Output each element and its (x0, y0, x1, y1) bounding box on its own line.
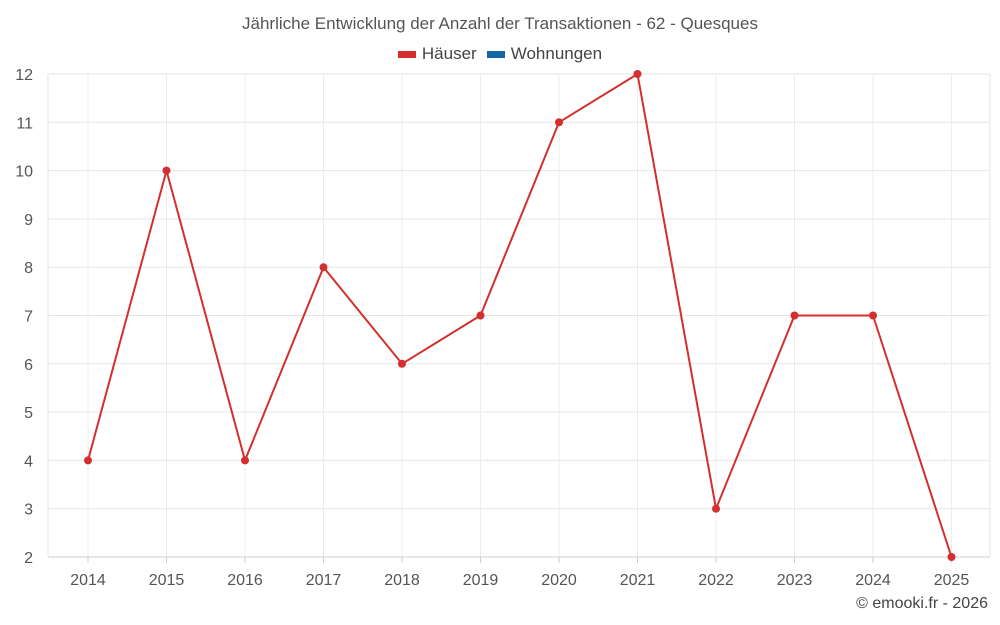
legend-label-wohnungen: Wohnungen (510, 44, 603, 63)
legend-item-haeuser[interactable]: Häuser (397, 44, 477, 64)
y-tick-label: 4 (24, 453, 33, 470)
x-tick-label: 2022 (698, 572, 734, 589)
data-point (790, 311, 799, 320)
data-point (162, 166, 171, 175)
legend-swatch-haeuser (397, 50, 416, 58)
data-point (241, 456, 249, 465)
series-line-0 (87, 73, 953, 558)
chart-title: Jährliche Entwicklung der Anzahl der Tra… (242, 14, 758, 33)
x-tick-label: 2021 (620, 572, 656, 589)
x-tick-label: 2024 (855, 572, 891, 589)
x-tick-label: 2015 (149, 572, 185, 589)
legend-swatch-wohnungen (486, 50, 505, 58)
y-tick-label: 5 (24, 405, 33, 422)
y-tick-label: 9 (24, 212, 33, 229)
y-tick-label: 2 (24, 550, 33, 567)
data-point (319, 263, 328, 272)
x-tick-label: 2023 (777, 572, 813, 589)
x-tick-label: 2019 (463, 572, 499, 589)
y-tick-label: 11 (16, 115, 33, 132)
x-tick-label: 2025 (934, 572, 970, 589)
x-tick-label: 2020 (541, 572, 577, 589)
x-tick-label: 2016 (227, 572, 263, 589)
data-point (398, 359, 406, 368)
data-point (947, 553, 956, 561)
credit-text: © emooki.fr - 2026 (856, 595, 988, 612)
x-tick-label: 2014 (70, 572, 106, 589)
data-point (712, 504, 720, 513)
y-tick-label: 8 (24, 260, 33, 277)
data-point (555, 118, 563, 127)
data-point (869, 311, 877, 320)
y-tick-label: 12 (15, 67, 33, 84)
y-tick-label: 10 (15, 164, 33, 181)
y-tick-label: 6 (24, 357, 33, 374)
x-tick-label: 2018 (384, 572, 420, 589)
data-point (84, 456, 92, 465)
x-tick-label: 2017 (306, 572, 342, 589)
data-point (633, 70, 642, 78)
y-tick-label: 7 (24, 309, 33, 326)
legend-item-wohnungen[interactable]: Wohnungen (486, 44, 603, 64)
data-point (476, 311, 485, 320)
legend-label-haeuser: Häuser (421, 44, 477, 63)
legend: Häuser Wohnungen (0, 44, 1000, 64)
y-tick-label: 3 (24, 502, 33, 519)
